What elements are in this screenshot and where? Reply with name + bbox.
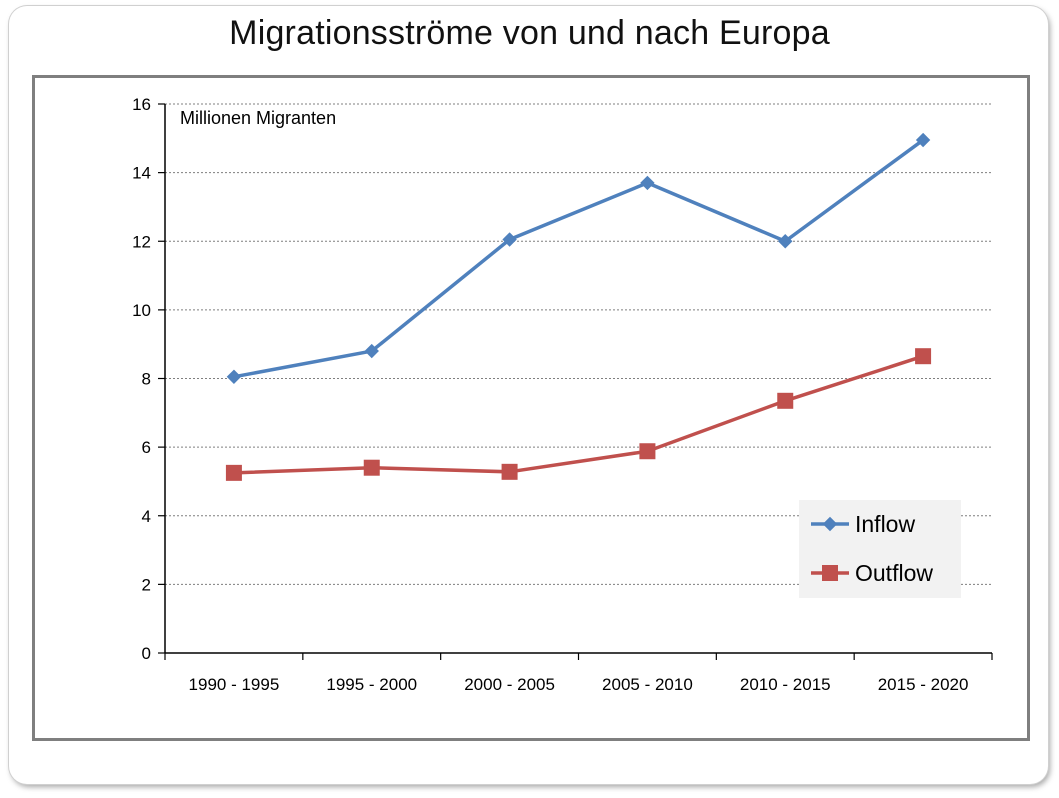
y-tick-label: 16 [132,95,151,114]
data-point-inflow [640,175,655,191]
series-line-outflow [233,354,924,475]
data-point-outflow [639,443,656,460]
data-point-inflow [778,234,793,249]
x-tick-label: 1995 - 2000 [326,675,417,694]
x-tick-label: 2010 - 2015 [740,675,831,694]
y-tick-label: 8 [142,370,151,389]
data-point-outflow [915,348,932,365]
legend-marker-inflow [822,516,838,532]
y-tick-label: 0 [142,644,151,663]
unit-label: Millionen Migranten [180,108,336,128]
data-point-outflow [225,464,242,481]
legend-label-outflow: Outflow [855,560,933,586]
x-tick-label: 2005 - 2010 [602,675,693,694]
y-tick-label: 6 [142,438,151,457]
data-point-inflow [226,369,242,384]
legend-marker-outflow [822,565,838,581]
data-point-inflow [502,232,517,247]
data-point-inflow [915,132,931,148]
chart-container: 0 2 4 6 8 10 12 14 16 1990 - 1995 1995 - 2000 2000 … [32,75,1030,741]
data-point-outflow [777,392,794,409]
y-tick-label: 12 [132,232,151,251]
x-tick-label: 1990 - 1995 [189,675,280,694]
y-tick-label: 4 [142,507,151,526]
slide-title: Migrationsströme von und nach Europa [229,14,830,52]
legend-label-inflow: Inflow [855,511,915,537]
line-chart: 0 2 4 6 8 10 12 14 16 1990 - 1995 1995 - 2000 2000 … [132,95,993,694]
x-tick-label: 2015 - 2020 [878,675,969,694]
legend-box [799,500,961,598]
y-tick-label: 14 [132,164,151,183]
data-point-outflow [501,463,518,480]
y-tick-label: 2 [142,575,151,594]
y-tick-label: 10 [132,301,151,320]
data-point-outflow [363,459,380,476]
series-line-inflow [233,138,925,379]
x-tick-label: 2000 - 2005 [464,675,555,694]
data-point-inflow [364,343,379,359]
